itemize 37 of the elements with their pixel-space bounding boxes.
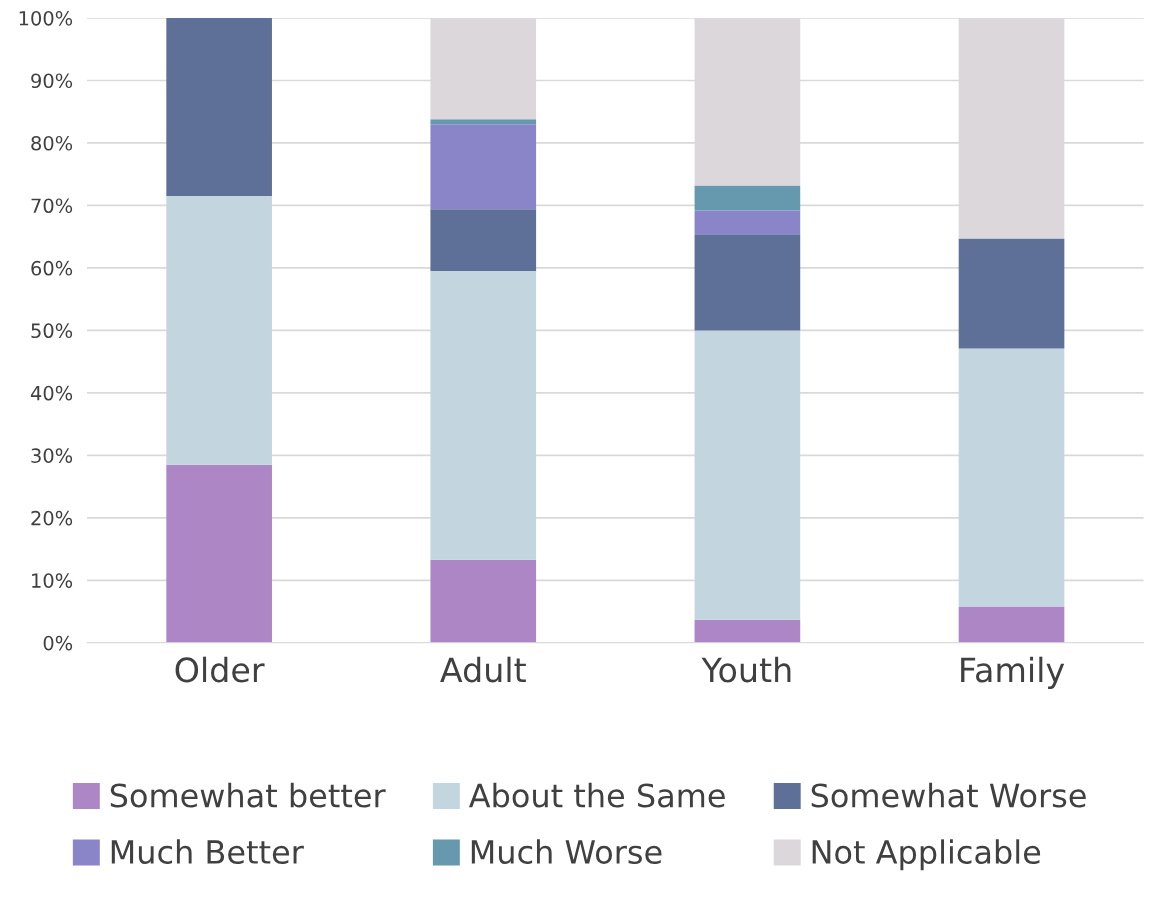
bar (430, 559, 537, 643)
y-tick-label: 30% (31, 448, 73, 464)
x-tick-label: Adult (440, 656, 526, 683)
bar (694, 234, 801, 331)
bar (694, 185, 801, 211)
y-tick-label: 80% (31, 135, 73, 151)
y-tick-label: 70% (31, 198, 73, 214)
bar (430, 124, 537, 210)
bar (166, 196, 272, 465)
bar (694, 619, 801, 643)
bar (430, 271, 537, 560)
y-tick-label: 20% (31, 510, 73, 526)
x-tick-label: Family (961, 656, 1065, 689)
legend-label: Much Better (111, 839, 304, 865)
bar (958, 348, 1065, 607)
bar (430, 119, 537, 125)
bar (430, 209, 537, 272)
legend-label: Much Worse (471, 839, 662, 865)
legend-label: Somewhat Worse (811, 782, 1086, 808)
legend-label: Somewhat better (110, 782, 386, 808)
bar (958, 238, 1065, 349)
y-tick-label: 60% (31, 260, 73, 276)
bar (166, 464, 272, 643)
y-tick-label: 10% (32, 573, 73, 588)
x-tick-label: Older (175, 656, 265, 683)
y-tick-label: 90% (31, 73, 73, 89)
legend-label: Not Applicable (812, 839, 1041, 871)
y-tick-label: 100% (19, 10, 73, 26)
y-tick-label: 0% (43, 635, 73, 651)
bar (958, 606, 1065, 643)
y-tick-label: 40% (30, 385, 73, 401)
bar (166, 17, 272, 197)
x-tick-label: Youth (701, 656, 791, 683)
bar (694, 330, 801, 620)
bar (694, 210, 801, 235)
legend-label: About the Same (468, 782, 725, 808)
y-tick-label: 50% (31, 323, 73, 339)
